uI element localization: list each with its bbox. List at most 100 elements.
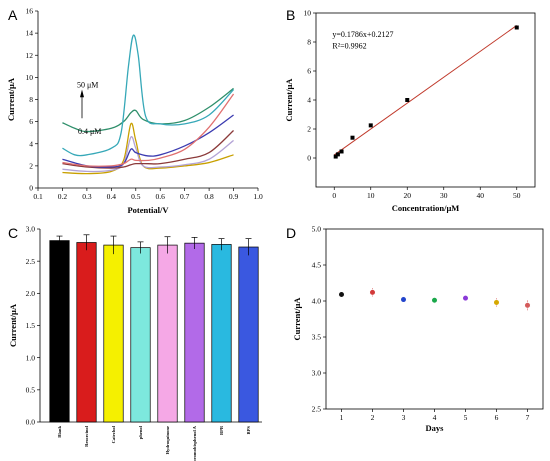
panel-c-interference-bars: 0.0 0.5 1.0 1.5 2.0 2.5 3.0 Current/μA Blank Reso… [8,225,262,461]
x-tick-label: 2 [371,413,375,422]
x-tick-label: 0.5 [131,192,141,201]
x-tick-label: 0.2 [58,192,68,201]
cv-curve-6 [62,87,234,133]
panel-letter-d: D [286,225,296,241]
y-tick-label: 8 [307,38,311,47]
data-point [333,154,338,159]
y-tick-label: 6 [29,117,33,126]
y-axis-title: Current/μA [6,77,16,121]
y-tick-label: 0.5 [26,385,36,394]
bar-6 [184,242,205,423]
y-tick-label: 1.0 [26,353,36,362]
y-tick-label: 0 [29,184,33,193]
y-tick-label: 14 [26,29,34,38]
plot-frame [315,12,536,188]
annotation-top-concentration: 50 μM [77,80,98,89]
bar-3 [103,244,124,423]
fit-equation: y=0.1786x+0.2127 [332,30,393,39]
category-label: Catechol [111,425,116,443]
panel-letter-b: B [286,7,295,23]
y-tick-label: 3.0 [26,225,36,234]
x-tick-label: 7 [526,413,530,422]
category-label: BPS [246,426,251,435]
y-tick-label: 0.0 [26,418,36,427]
x-tick-label: 1.0 [253,192,263,201]
x-tick-label: 0.3 [82,192,92,201]
category-label: BPB [219,426,224,435]
y-tick-label: 12 [26,51,34,60]
y-tick-label: 4.5 [312,261,322,270]
y-tick-label: 2.0 [26,289,36,298]
y-tick-label: 3.5 [312,333,322,342]
category-label: phenol [138,425,143,439]
cv-curve-4 [62,114,234,168]
cv-curve-7 [62,34,235,157]
data-point [514,25,519,30]
y-tick-label: 4 [307,96,311,105]
y-axis-title: Current/μA [284,78,294,122]
y-tick-label: 3.0 [312,369,322,378]
data-point-day-2 [369,289,376,296]
category-label: Tetrabromobisphenol A [192,425,197,461]
panel-d-stability: 2.5 3.0 3.5 4.0 4.5 5.0 1 2 3 4 5 6 7 Current/μA Days [292,225,544,433]
y-tick-label: 1.5 [26,321,36,330]
bar-4 [130,247,151,423]
data-point [405,98,410,102]
bar-1 [49,240,70,423]
x-tick-label: 0.8 [204,192,214,201]
y-tick-label: 16 [26,7,34,16]
data-point [335,152,340,157]
x-axis-title: Days [426,423,445,433]
y-tick-label: 0 [307,154,311,163]
y-tick-label: 10 [26,73,34,82]
x-tick-label: 4 [433,413,437,422]
x-tick-label: 1 [340,413,344,422]
cv-curve-5 [62,93,235,167]
data-point-day-5 [462,295,469,302]
bar-8 [238,246,259,423]
y-tick-label: 4 [29,139,33,148]
data-point [339,149,344,154]
y-tick-label: 5.0 [312,225,322,234]
data-point [368,123,373,128]
x-tick-label: 5 [464,413,468,422]
x-tick-label: 3 [402,413,406,422]
trend-arrow-head [80,89,84,98]
y-axis-title: Current/μA [8,303,18,347]
cv-curve-1 [62,122,234,175]
cv-curve-3 [62,129,234,169]
x-axis-title: Potential/V [127,205,169,215]
bar-5 [157,244,178,423]
panel-letter-c: C [8,225,18,241]
x-tick-label: 20 [404,191,412,200]
data-point-day-6 [493,299,500,306]
x-tick-label: 0.1 [33,192,43,201]
x-tick-label: 0.9 [229,192,239,201]
x-tick-label: 50 [513,191,521,200]
y-axis-title: Current/μA [292,297,302,341]
y-tick-label: 10 [304,9,312,18]
category-label: Blank [57,426,62,438]
panel-a-voltammograms: 0 2 4 6 8 10 12 14 16 0.1 0.2 0.3 0.4 0.5 0.6 0.7 0.8 0.9… [6,7,263,215]
y-tick-label: 2.5 [312,405,322,414]
y-tick-label: 8 [29,95,33,104]
y-tick-label: 2.5 [26,257,36,266]
category-label: Resorcinol [84,425,89,447]
y-tick-label: 2 [307,125,311,134]
annotation-bottom-concentration: 0.4 μM [78,127,101,136]
bar-2 [76,242,97,423]
data-point-day-1 [338,291,345,298]
x-tick-label: 40 [477,191,485,200]
panel-letter-a: A [8,7,18,23]
bar-7 [211,244,232,423]
plot-frame [325,228,544,410]
y-tick-label: 6 [307,67,311,76]
x-tick-label: 30 [440,191,448,200]
x-tick-label: 0.4 [107,192,117,201]
x-tick-label: 10 [367,191,375,200]
y-tick-label: 2 [29,161,33,170]
x-tick-label: 0.6 [156,192,166,201]
x-axis-title: Concentration/μM [392,203,460,213]
x-tick-label: 0.7 [180,192,190,201]
